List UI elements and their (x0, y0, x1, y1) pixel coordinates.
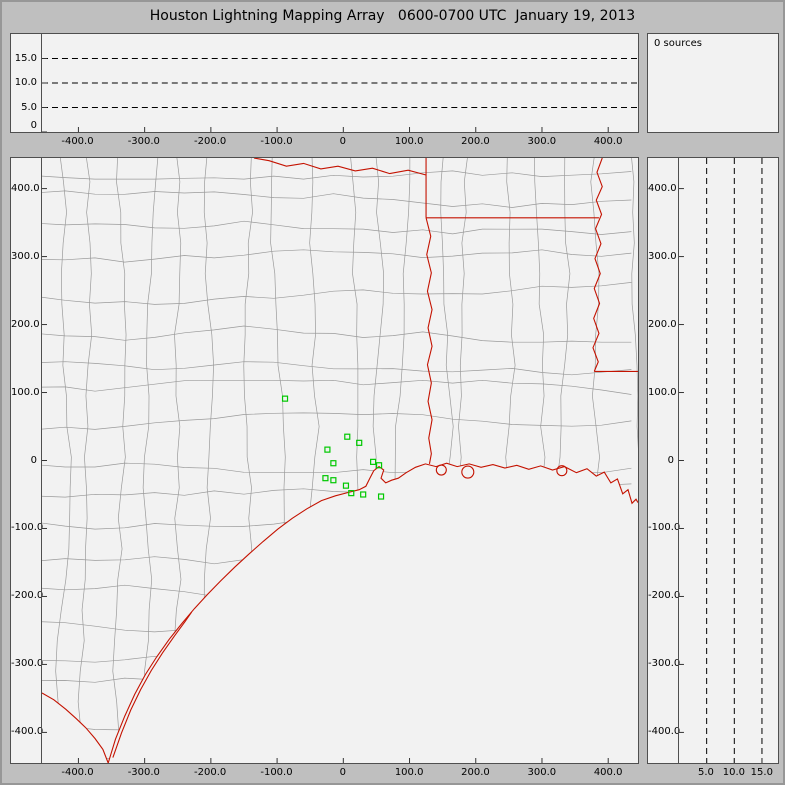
tick-label: 300.0 (648, 250, 677, 262)
map-y-axis-labels: 400.0 300.0 200.0 100.0 0 -100.0 -200.0 -300.0 -… (11, 158, 44, 763)
tick-label: 400.0 (11, 182, 40, 194)
tick-label: 100.0 (11, 386, 40, 398)
ns-y-axis-labels: 400.0 300.0 200.0 100.0 0 -100.0 -200.0 -300.0 -… (648, 158, 681, 763)
tick-label: 100.0 (648, 386, 677, 398)
tick-label: 200.0 (461, 136, 490, 147)
tick-label: -300.0 (648, 658, 681, 670)
state-borders-coastline (42, 158, 638, 763)
lma-station-marker (377, 493, 385, 500)
lma-station-marker (360, 491, 367, 498)
tick-label: 0 (30, 454, 37, 466)
map-x-axis-labels: -400.0 -300.0 -200.0 -100.0 0 100.0 200.0 300.0… (10, 767, 639, 781)
ew-x-axis-labels: -400.0 -300.0 -200.0 -100.0 0 100.0 200.0 300.0… (10, 136, 639, 150)
lma-station-marker (370, 458, 377, 465)
lma-station-marker (322, 475, 329, 482)
lma-station-marker (356, 439, 363, 446)
lma-station-marker (281, 395, 289, 402)
tick-label: -200.0 (648, 590, 681, 602)
lma-station-marker (348, 490, 355, 497)
tick-label: 100.0 (394, 767, 424, 778)
ew-y-axis-labels: 15.0 10.0 5.0 0 (11, 34, 40, 132)
tick-label: 15.0 (750, 767, 773, 778)
lma-station-marker (330, 460, 337, 467)
tick-label: 15.0 (14, 52, 37, 64)
tick-label: 400.0 (648, 182, 677, 194)
altitude-ew-panel: 15.0 10.0 5.0 0 (10, 33, 639, 133)
altitude-ew-plot-area[interactable] (41, 34, 638, 132)
tick-label: -400.0 (11, 726, 44, 738)
lake-outline (435, 464, 447, 476)
tick-label: 400.0 (593, 767, 623, 778)
plan-view-map-plot-area[interactable] (41, 158, 638, 763)
tick-label: -100.0 (260, 767, 293, 778)
plan-view-map-canvas (42, 158, 638, 763)
altitude-ew-canvas (42, 58, 638, 132)
tick-label: 300.0 (11, 250, 40, 262)
lma-stations (281, 395, 385, 500)
altitude-ns-panel: 400.0 300.0 200.0 100.0 0 -100.0 -200.0 -300.0 -… (647, 157, 779, 764)
tick-label: 100.0 (394, 136, 424, 147)
tick-label: 0 (667, 454, 674, 466)
plan-view-map-panel: 400.0 300.0 200.0 100.0 0 -100.0 -200.0 -300.0 -… (10, 157, 639, 764)
tick-label: 300.0 (527, 136, 557, 147)
tick-label: -200.0 (11, 590, 44, 602)
tick-label: 200.0 (461, 767, 490, 778)
ns-x-axis-labels: 5.0 10.0 15.0 (647, 767, 779, 781)
tick-label: -400.0 (648, 726, 681, 738)
tick-label: -300.0 (127, 136, 160, 147)
tick-label: 200.0 (11, 318, 40, 330)
tick-label: 0 (339, 136, 346, 147)
tick-label: 10.0 (722, 767, 745, 778)
altitude-ns-canvas (679, 158, 763, 763)
tick-label: -400.0 (61, 136, 94, 147)
tick-label: 5.0 (21, 101, 37, 113)
tick-label: 0 (339, 767, 346, 778)
tick-label: 400.0 (593, 136, 623, 147)
tick-label: 0 (30, 120, 37, 131)
window-title: Houston Lightning Mapping Array 0600-070… (149, 8, 636, 24)
lma-station-marker (375, 462, 383, 469)
tick-label: 300.0 (527, 767, 557, 778)
lma-station-marker (344, 433, 351, 440)
lma-station-marker (330, 477, 337, 484)
county-boundaries (42, 158, 638, 763)
source-count-label: 0 sources (654, 38, 702, 49)
tick-label: -100.0 (260, 136, 293, 147)
tick-label: 10.0 (14, 77, 37, 88)
lake-outline (556, 465, 568, 477)
tick-label: -300.0 (127, 767, 160, 778)
tick-label: -100.0 (648, 522, 681, 534)
source-histogram-panel[interactable]: 0 sources (647, 33, 779, 133)
tick-label: -300.0 (11, 658, 44, 670)
tick-label: -100.0 (11, 522, 44, 534)
tick-label: 5.0 (697, 767, 714, 778)
lake-outline (461, 465, 475, 479)
tick-label: -200.0 (194, 767, 227, 778)
tick-label: -400.0 (61, 767, 94, 778)
tick-label: -200.0 (194, 136, 227, 147)
lma-station-marker (324, 446, 331, 453)
tick-label: 200.0 (648, 318, 677, 330)
lma-station-marker (342, 482, 350, 489)
altitude-ns-plot-area[interactable] (678, 158, 778, 763)
